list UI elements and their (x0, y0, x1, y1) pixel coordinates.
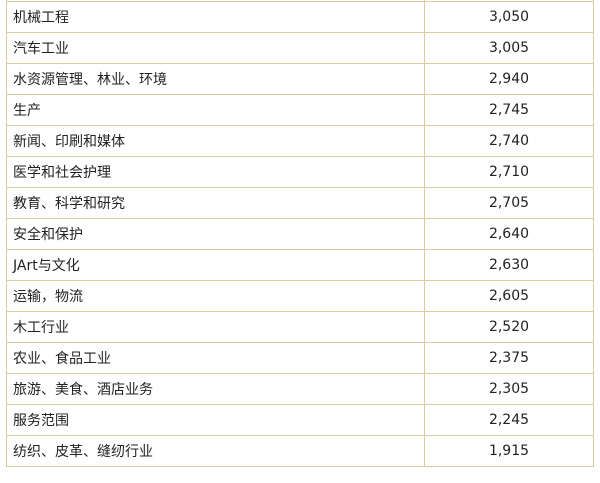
industry-cell: JArt与文化 (6, 249, 425, 281)
salary-table: 机械工程 3,050 汽车工业 3,005 水资源管理、林业、环境 2,940 生产 2,74… (6, 0, 594, 467)
industry-cell: 运输，物流 (6, 280, 425, 312)
salary-cell: 2,375 (424, 342, 594, 374)
salary-cell: 2,940 (424, 63, 594, 95)
salary-cell: 2,605 (424, 280, 594, 312)
salary-cell: 3,005 (424, 32, 594, 64)
salary-cell: 2,640 (424, 218, 594, 250)
table-row: 服务范围 2,245 (6, 404, 594, 436)
table-row: 生产 2,745 (6, 94, 594, 126)
table-row: 新闻、印刷和媒体 2,740 (6, 125, 594, 157)
industry-cell: 机械工程 (6, 1, 425, 33)
industry-cell: 生产 (6, 94, 425, 126)
salary-cell: 2,630 (424, 249, 594, 281)
industry-cell: 服务范围 (6, 404, 425, 436)
table-row: 运输，物流 2,605 (6, 280, 594, 312)
table-row: 木工行业 2,520 (6, 311, 594, 343)
industry-cell: 安全和保护 (6, 218, 425, 250)
table-row: 汽车工业 3,005 (6, 32, 594, 64)
table-row: 安全和保护 2,640 (6, 218, 594, 250)
table-row: 旅游、美食、酒店业务 2,305 (6, 373, 594, 405)
industry-cell: 新闻、印刷和媒体 (6, 125, 425, 157)
industry-cell: 纺织、皮革、缝纫行业 (6, 435, 425, 467)
salary-cell: 2,745 (424, 94, 594, 126)
salary-cell: 1,915 (424, 435, 594, 467)
industry-cell: 教育、科学和研究 (6, 187, 425, 219)
table-row: 水资源管理、林业、环境 2,940 (6, 63, 594, 95)
table-row: 机械工程 3,050 (6, 1, 594, 33)
salary-cell: 2,705 (424, 187, 594, 219)
table-row: 医学和社会护理 2,710 (6, 156, 594, 188)
table-row: JArt与文化 2,630 (6, 249, 594, 281)
salary-cell: 3,050 (424, 1, 594, 33)
industry-cell: 水资源管理、林业、环境 (6, 63, 425, 95)
table-row: 教育、科学和研究 2,705 (6, 187, 594, 219)
industry-cell: 汽车工业 (6, 32, 425, 64)
industry-cell: 木工行业 (6, 311, 425, 343)
salary-cell: 2,245 (424, 404, 594, 436)
salary-cell: 2,305 (424, 373, 594, 405)
table-row: 农业、食品工业 2,375 (6, 342, 594, 374)
industry-cell: 医学和社会护理 (6, 156, 425, 188)
industry-cell: 农业、食品工业 (6, 342, 425, 374)
table-row: 纺织、皮革、缝纫行业 1,915 (6, 435, 594, 467)
industry-cell: 旅游、美食、酒店业务 (6, 373, 425, 405)
salary-cell: 2,520 (424, 311, 594, 343)
salary-cell: 2,710 (424, 156, 594, 188)
salary-cell: 2,740 (424, 125, 594, 157)
